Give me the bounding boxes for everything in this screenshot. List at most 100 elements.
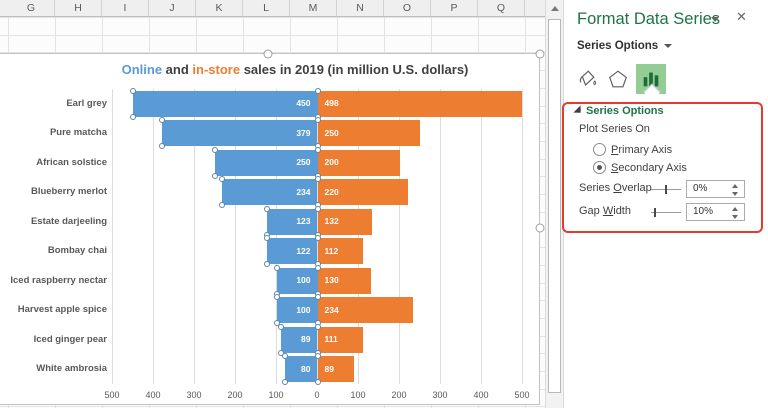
chart-resize-handle[interactable] bbox=[535, 223, 544, 233]
series-selection-handle[interactable] bbox=[278, 323, 284, 330]
series-selection-handle[interactable] bbox=[212, 172, 218, 179]
slider-thumb[interactable] bbox=[653, 208, 656, 217]
series-selection-handle[interactable] bbox=[314, 379, 321, 386]
effects-tab[interactable] bbox=[603, 64, 633, 94]
category-label: Pure matcha bbox=[49, 127, 107, 138]
category-label: Estate darjeeling bbox=[30, 215, 107, 227]
spinner-down-icon[interactable] bbox=[732, 192, 738, 196]
column-header-I[interactable]: I bbox=[102, 0, 149, 16]
bar-online[interactable] bbox=[276, 297, 318, 324]
slider-thumb[interactable] bbox=[665, 185, 667, 194]
series-selection-handle[interactable] bbox=[314, 176, 321, 183]
column-header-Q[interactable]: Q bbox=[478, 0, 525, 16]
fill-line-tab[interactable] bbox=[571, 64, 601, 94]
value-label-online: 450 bbox=[296, 98, 311, 109]
column-header-H[interactable]: H bbox=[55, 0, 102, 16]
spinner[interactable] bbox=[732, 183, 740, 196]
series-selection-handle[interactable] bbox=[314, 353, 321, 360]
series-selection-handle[interactable] bbox=[314, 294, 321, 301]
pane-close-icon[interactable]: ✕ bbox=[736, 9, 747, 24]
bar-in-store[interactable] bbox=[317, 238, 364, 265]
bar-online[interactable] bbox=[267, 238, 318, 265]
series-selection-handle[interactable] bbox=[264, 261, 271, 268]
scrollbar-thumb[interactable] bbox=[548, 19, 561, 393]
bar-in-store[interactable] bbox=[317, 179, 408, 206]
series-selection-handle[interactable] bbox=[159, 143, 166, 150]
column-header-J[interactable]: J bbox=[149, 0, 196, 16]
section-selector[interactable]: Series Options bbox=[577, 40, 673, 52]
column-header-G[interactable]: G bbox=[8, 0, 55, 16]
bar-online[interactable] bbox=[215, 149, 318, 176]
series-selection-handle[interactable] bbox=[314, 264, 321, 271]
radio-primary-axis[interactable]: Primary Axis bbox=[593, 143, 743, 157]
slider-track[interactable] bbox=[651, 212, 681, 213]
series-selection-handle[interactable] bbox=[130, 113, 136, 120]
scroll-up-button[interactable] bbox=[546, 0, 564, 17]
bar-online[interactable] bbox=[284, 356, 318, 383]
bar-in-store[interactable] bbox=[317, 120, 420, 147]
column-header-O[interactable]: O bbox=[384, 0, 431, 16]
gap-width-input[interactable]: 10% bbox=[686, 203, 745, 221]
chart-resize-handle[interactable] bbox=[535, 49, 544, 58]
series-selection-handle[interactable] bbox=[212, 146, 218, 153]
series-selection-handle[interactable] bbox=[314, 87, 321, 94]
series-selection-handle[interactable] bbox=[218, 202, 225, 209]
series-selection-handle[interactable] bbox=[314, 323, 321, 330]
category-label: Iced ginger pear bbox=[33, 333, 107, 345]
row-gridline bbox=[0, 52, 545, 54]
gap-width-label: Gap Width bbox=[579, 205, 631, 217]
series-selection-handle[interactable] bbox=[314, 205, 321, 212]
chart-title[interactable]: Online and in-store sales in 2019 (in mi… bbox=[55, 62, 535, 77]
spinner-up-icon[interactable] bbox=[732, 207, 738, 211]
bar-online[interactable] bbox=[162, 120, 318, 147]
series-selection-handle[interactable] bbox=[273, 320, 280, 327]
bar-online[interactable] bbox=[267, 208, 318, 235]
series-selection-handle[interactable] bbox=[264, 205, 271, 212]
bar-online[interactable] bbox=[133, 90, 318, 117]
category-label: Iced raspberry nectar bbox=[10, 274, 107, 286]
column-header-L[interactable]: L bbox=[243, 0, 290, 16]
column-header-P[interactable]: P bbox=[431, 0, 478, 16]
pane-title-chevron-down-icon[interactable] bbox=[711, 17, 719, 22]
bar-in-store[interactable] bbox=[317, 149, 400, 176]
series-selection-handle[interactable] bbox=[218, 176, 225, 183]
bar-in-store[interactable] bbox=[317, 356, 354, 383]
bar-in-store[interactable] bbox=[317, 267, 371, 294]
series-overlap-input[interactable]: 0% bbox=[686, 180, 745, 198]
column-header-K[interactable]: K bbox=[196, 0, 243, 16]
bar-in-store[interactable] bbox=[317, 90, 522, 117]
bar-in-store[interactable] bbox=[317, 297, 414, 324]
radio-button-icon[interactable] bbox=[593, 161, 606, 174]
chart-resize-handle[interactable] bbox=[263, 49, 273, 58]
series-selection-handle[interactable] bbox=[281, 379, 288, 386]
value-label-online: 250 bbox=[296, 157, 311, 168]
column-header-M[interactable]: M bbox=[290, 0, 337, 16]
radio-secondary-axis[interactable]: Secondary Axis bbox=[593, 161, 743, 175]
series-selection-handle[interactable] bbox=[273, 294, 280, 301]
series-options-section-header[interactable]: Series Options bbox=[573, 105, 664, 117]
series-selection-handle[interactable] bbox=[278, 349, 284, 356]
bar-online[interactable] bbox=[221, 179, 318, 206]
bar-online[interactable] bbox=[281, 326, 318, 353]
chart-object[interactable]: Online and in-store sales in 2019 (in mi… bbox=[0, 53, 540, 405]
series-selection-handle[interactable] bbox=[314, 235, 321, 242]
series-selection-handle[interactable] bbox=[130, 87, 136, 94]
bar-online[interactable] bbox=[276, 267, 318, 294]
spinner-down-icon[interactable] bbox=[732, 215, 738, 219]
column-header-N[interactable]: N bbox=[337, 0, 384, 16]
radio-button-icon[interactable] bbox=[593, 143, 606, 156]
series-selection-handle[interactable] bbox=[281, 353, 288, 360]
spinner[interactable] bbox=[732, 206, 740, 219]
chart-title-part: and bbox=[162, 62, 193, 77]
bar-in-store[interactable] bbox=[317, 326, 363, 353]
bar-in-store[interactable] bbox=[317, 208, 372, 235]
series-selection-handle[interactable] bbox=[264, 235, 271, 242]
series-selection-handle[interactable] bbox=[314, 146, 321, 153]
spinner-up-icon[interactable] bbox=[732, 184, 738, 188]
series-selection-handle[interactable] bbox=[159, 117, 166, 124]
value-label-in-store: 220 bbox=[324, 186, 339, 197]
series-selection-handle[interactable] bbox=[273, 264, 280, 271]
series-selection-handle[interactable] bbox=[314, 117, 321, 124]
value-label-in-store: 200 bbox=[324, 157, 339, 168]
sheet-vertical-scrollbar[interactable] bbox=[545, 0, 563, 408]
